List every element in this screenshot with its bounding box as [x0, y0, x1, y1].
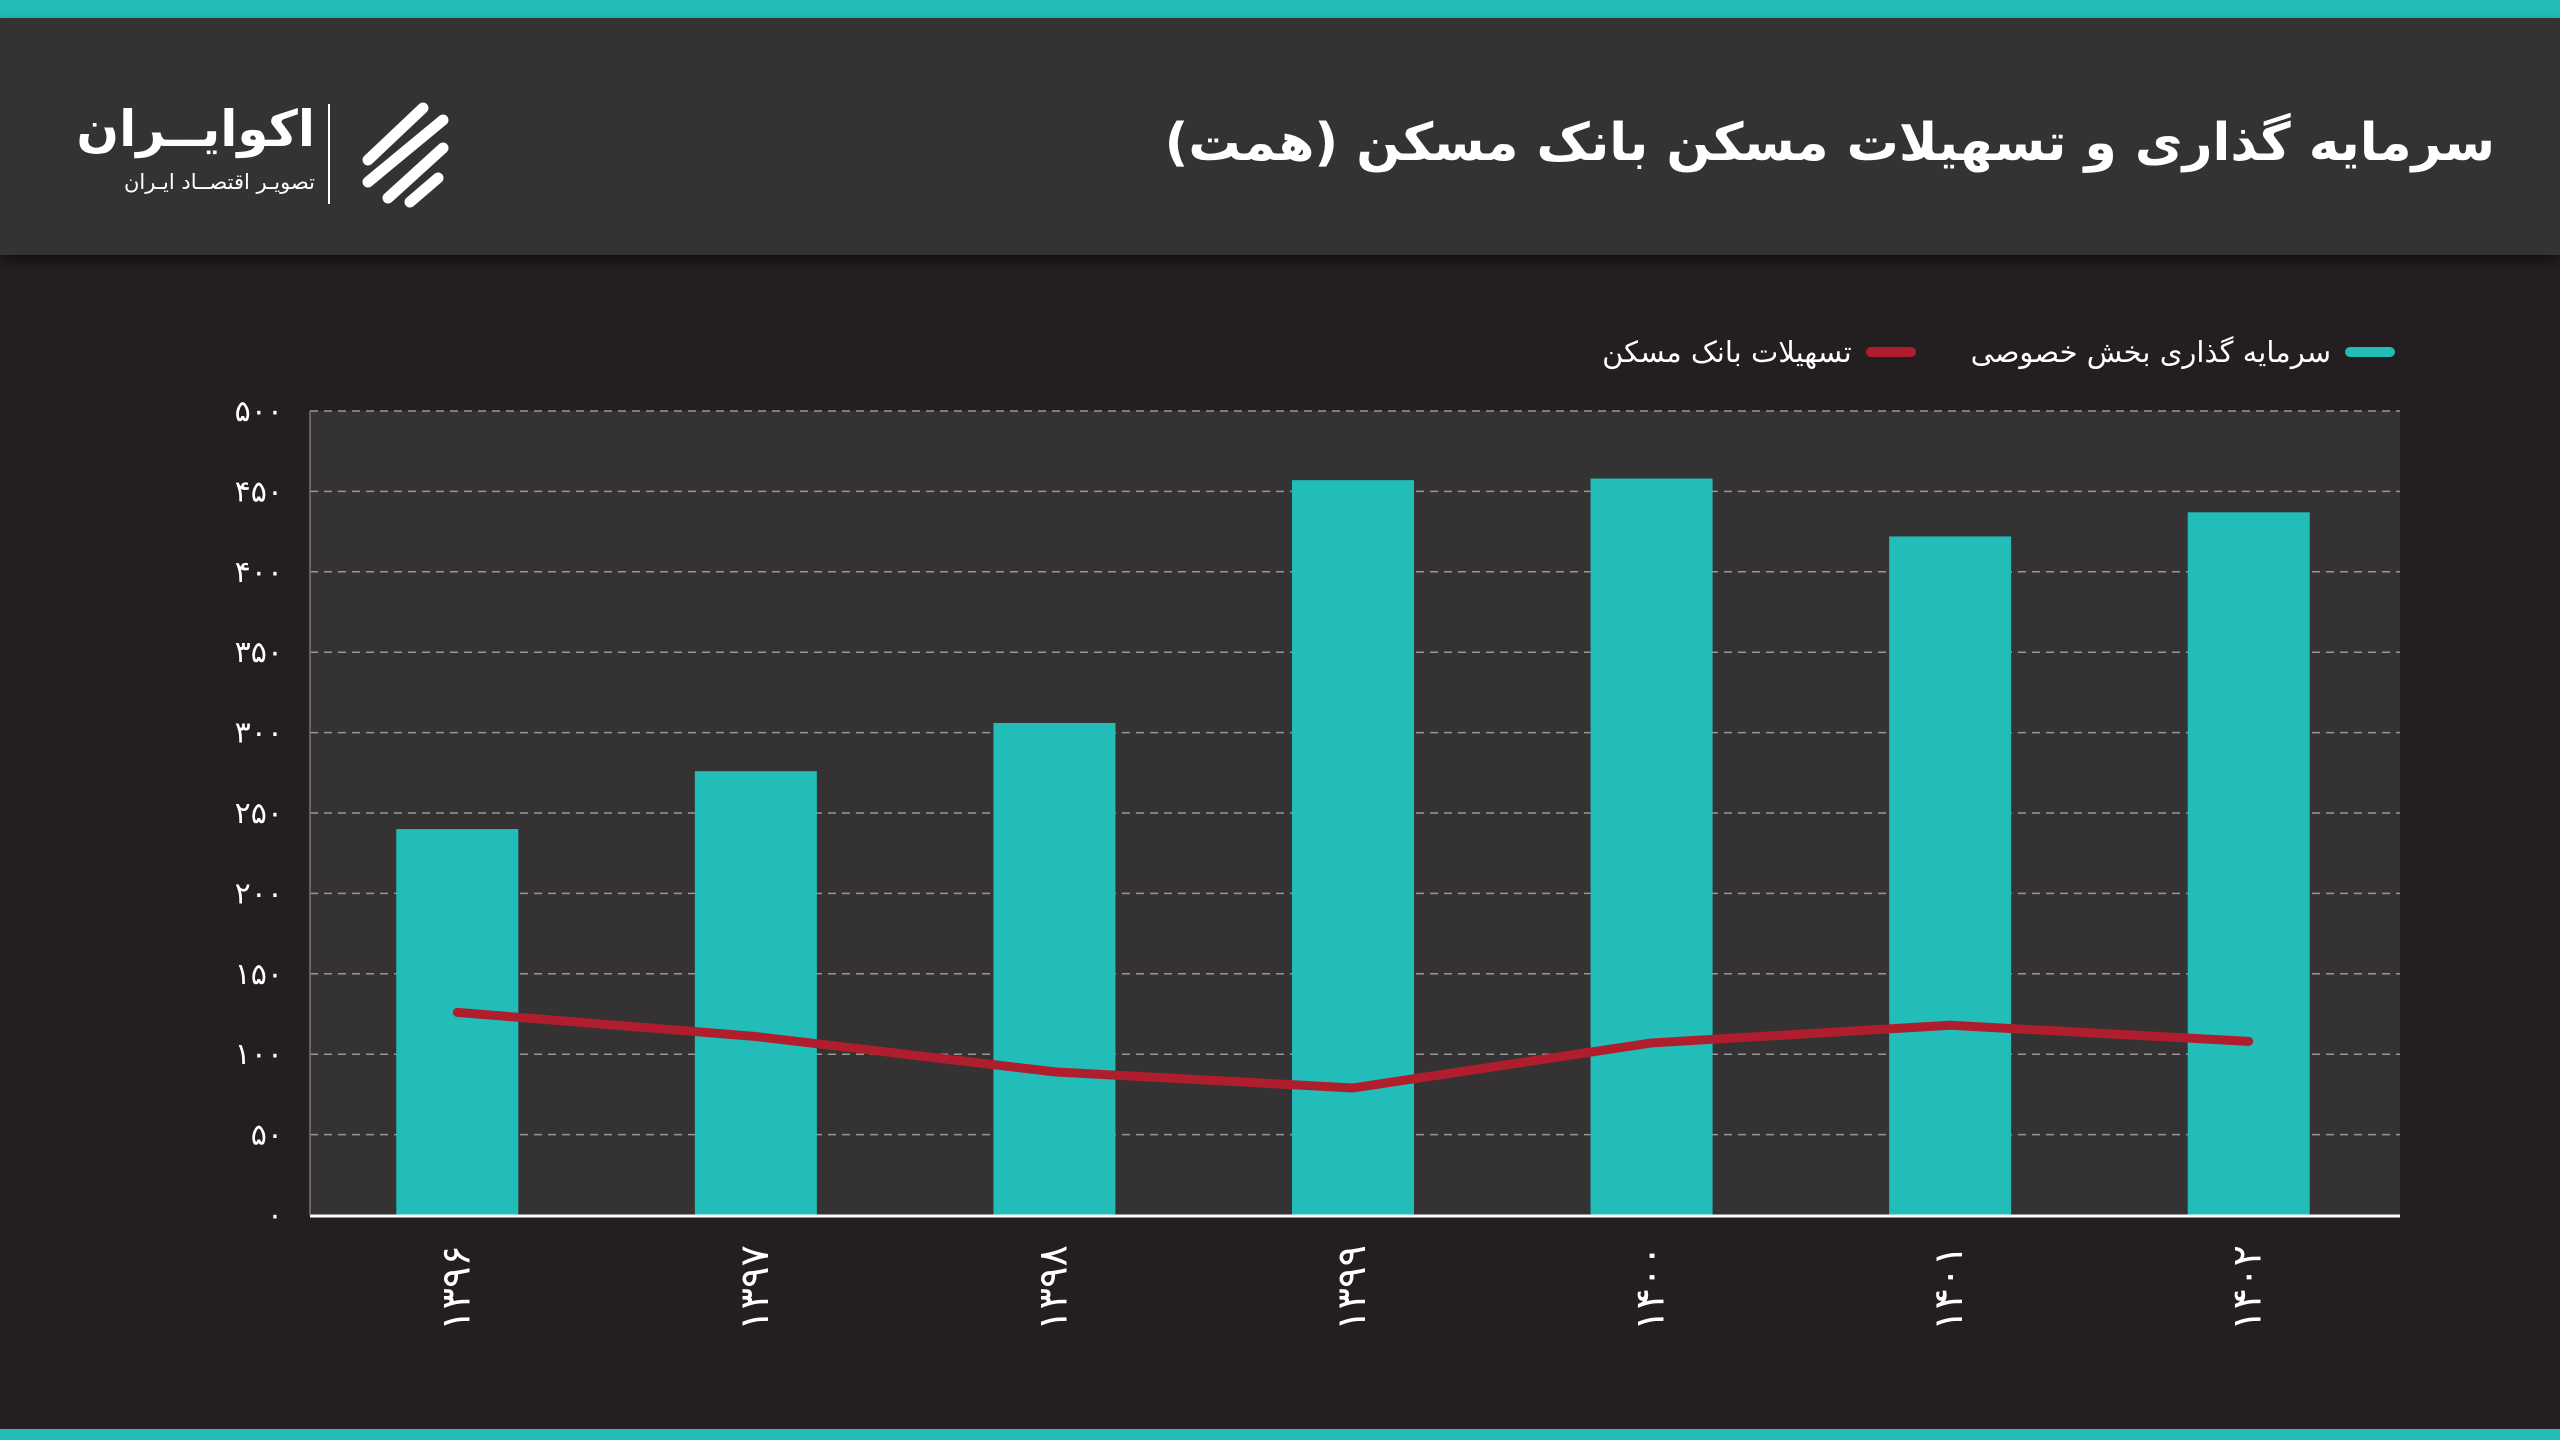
legend-swatch [2345, 347, 2395, 357]
bar-۱۳۹۶ [396, 829, 519, 1215]
y-tick-label: ۴۵۰ [235, 474, 283, 509]
x-tick-label: ۱۴۰۰ [1628, 1245, 1674, 1331]
top-accent-bar [0, 0, 2560, 18]
y-tick-label: ۲۰۰ [235, 876, 283, 911]
bar-۱۴۰۱ [1889, 536, 2012, 1215]
bar-۱۴۰۰ [1590, 478, 1713, 1215]
y-tick-label: ۱۰۰ [235, 1037, 283, 1072]
x-tick-label: ۱۴۰۲ [2225, 1245, 2271, 1331]
line-point-۱۳۹۷ [754, 1035, 757, 1038]
legend: سرمایه گذاری بخش خصوصی تسهیلات بانک مسکن [1602, 335, 2395, 369]
bar-۱۴۰۲ [2187, 512, 2310, 1215]
logo: اکوایــران تصویـر اقتصــاد ایـران [76, 100, 460, 210]
line-point-۱۳۹۹ [1352, 1086, 1354, 1089]
logo-mark-icon [362, 102, 449, 208]
bar-۱۳۹۷ [694, 771, 817, 1215]
x-tick-label: ۱۳۹۷ [732, 1245, 778, 1331]
y-tick-label: ۳۰۰ [235, 716, 283, 751]
x-tick-label: ۱۳۹۹ [1329, 1245, 1375, 1331]
y-tick-label: ۱۵۰ [235, 957, 283, 992]
y-tick-label: ۳۵۰ [235, 635, 283, 670]
bar-۱۳۹۹ [1292, 480, 1414, 1215]
line-point-۱۴۰۲ [2247, 1040, 2250, 1043]
logo-tagline: تصویـر اقتصــاد ایـران [124, 170, 315, 194]
line-point-۱۳۹۶ [456, 1011, 459, 1014]
bottom-accent-bar [0, 1429, 2560, 1440]
page-title: سرمایه گذاری و تسهیلات مسکن بانک مسکن (ه… [1164, 113, 2495, 173]
legend-item-private-investment: سرمایه گذاری بخش خصوصی [1971, 335, 2395, 369]
x-tick-label: ۱۳۹۶ [433, 1245, 479, 1331]
legend-item-bank-loans: تسهیلات بانک مسکن [1602, 335, 1916, 369]
y-tick-label: ۲۵۰ [235, 796, 283, 831]
logo-name: اکوایــران [76, 100, 315, 158]
header: سرمایه گذاری و تسهیلات مسکن بانک مسکن (ه… [0, 18, 2560, 255]
y-tick-label: ۰ [267, 1198, 283, 1233]
x-tick-label: ۱۴۰۱ [1926, 1245, 1972, 1331]
line-point-۱۴۰۱ [1949, 1024, 1952, 1027]
legend-label: تسهیلات بانک مسکن [1602, 335, 1852, 369]
y-tick-label: ۴۰۰ [235, 555, 283, 590]
bar-۱۳۹۸ [993, 722, 1116, 1215]
y-tick-label: ۵۰ [251, 1118, 283, 1153]
line-point-۱۳۹۸ [1053, 1070, 1056, 1073]
x-tick-label: ۱۳۹۸ [1030, 1245, 1076, 1331]
y-tick-label: ۵۰۰ [235, 394, 283, 429]
logo-divider [328, 104, 330, 204]
line-point-۱۴۰۰ [1650, 1041, 1653, 1044]
legend-label: سرمایه گذاری بخش خصوصی [1970, 335, 2331, 369]
legend-swatch [1865, 347, 1916, 357]
